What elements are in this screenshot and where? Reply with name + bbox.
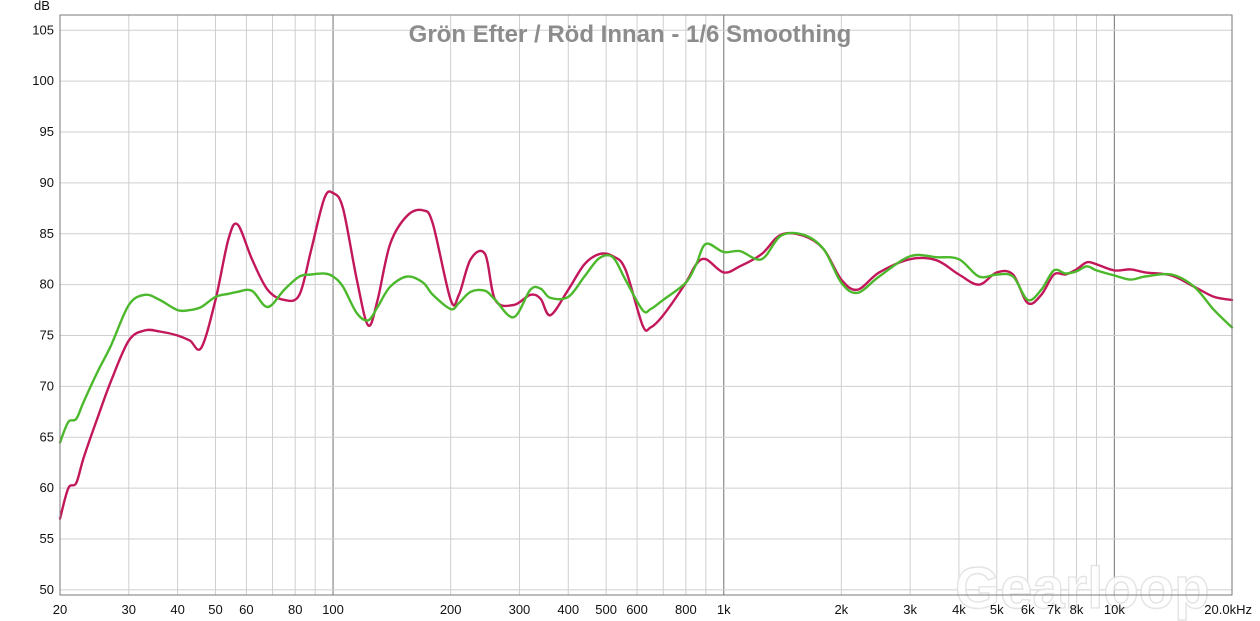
- y-axis-label: dB: [34, 0, 50, 13]
- x-tick-label: 4k: [952, 602, 966, 617]
- x-tick-label: 7k: [1047, 602, 1061, 617]
- x-tick-label: 800: [675, 602, 697, 617]
- grid-lines: [60, 15, 1232, 595]
- y-tick-label: 90: [40, 175, 54, 190]
- x-tick-label: 80: [288, 602, 302, 617]
- watermark-text: Gearloop: [955, 556, 1210, 621]
- x-tick-label: 400: [557, 602, 579, 617]
- x-tick-label: 40: [170, 602, 184, 617]
- x-tick-label: 200: [440, 602, 462, 617]
- y-tick-label: 70: [40, 378, 54, 393]
- x-tick-label: 1k: [717, 602, 731, 617]
- x-tick-label: 600: [626, 602, 648, 617]
- x-tick-label: 300: [509, 602, 531, 617]
- y-tick-label: 60: [40, 480, 54, 495]
- x-tick-label: 6k: [1021, 602, 1035, 617]
- y-tick-label: 65: [40, 429, 54, 444]
- series-line-red: [58, 190, 1234, 520]
- x-tick-label: 500: [595, 602, 617, 617]
- plot-frame: [59, 14, 1233, 596]
- x-tick-label: 2k: [834, 602, 848, 617]
- x-axis-tick-labels: 20 30 40 50 60 80 100 200 300 400 500 600 800 1k 2k 3k 4…: [53, 602, 1252, 617]
- y-tick-label: 85: [40, 226, 54, 241]
- y-tick-label: 100: [32, 73, 54, 88]
- y-axis-tick-labels: 50 55 60 65 70 75 80 85 90 95 100 105: [32, 22, 54, 597]
- y-tick-label: 50: [40, 582, 54, 597]
- x-tick-label: 3k: [903, 602, 917, 617]
- y-tick-label: 55: [40, 531, 54, 546]
- x-tick-label: 60: [239, 602, 253, 617]
- x-tick-label: 20.0kHz: [1204, 602, 1252, 617]
- series-line-green: [58, 231, 1234, 444]
- x-tick-label: 5k: [990, 602, 1004, 617]
- x-tick-label: 30: [122, 602, 136, 617]
- y-tick-label: 95: [40, 124, 54, 139]
- x-tick-label: 20: [53, 602, 67, 617]
- y-tick-label: 80: [40, 277, 54, 292]
- chart-title: Grön Efter / Röd Innan - 1/6 Smoothing: [409, 21, 852, 48]
- x-tick-label: 100: [322, 602, 344, 617]
- x-tick-label: 8k: [1070, 602, 1084, 617]
- x-tick-label: 50: [208, 602, 222, 617]
- series-layer: [58, 190, 1234, 520]
- y-tick-label: 105: [32, 22, 54, 37]
- x-tick-label: 10k: [1104, 602, 1125, 617]
- y-tick-label: 75: [40, 328, 54, 343]
